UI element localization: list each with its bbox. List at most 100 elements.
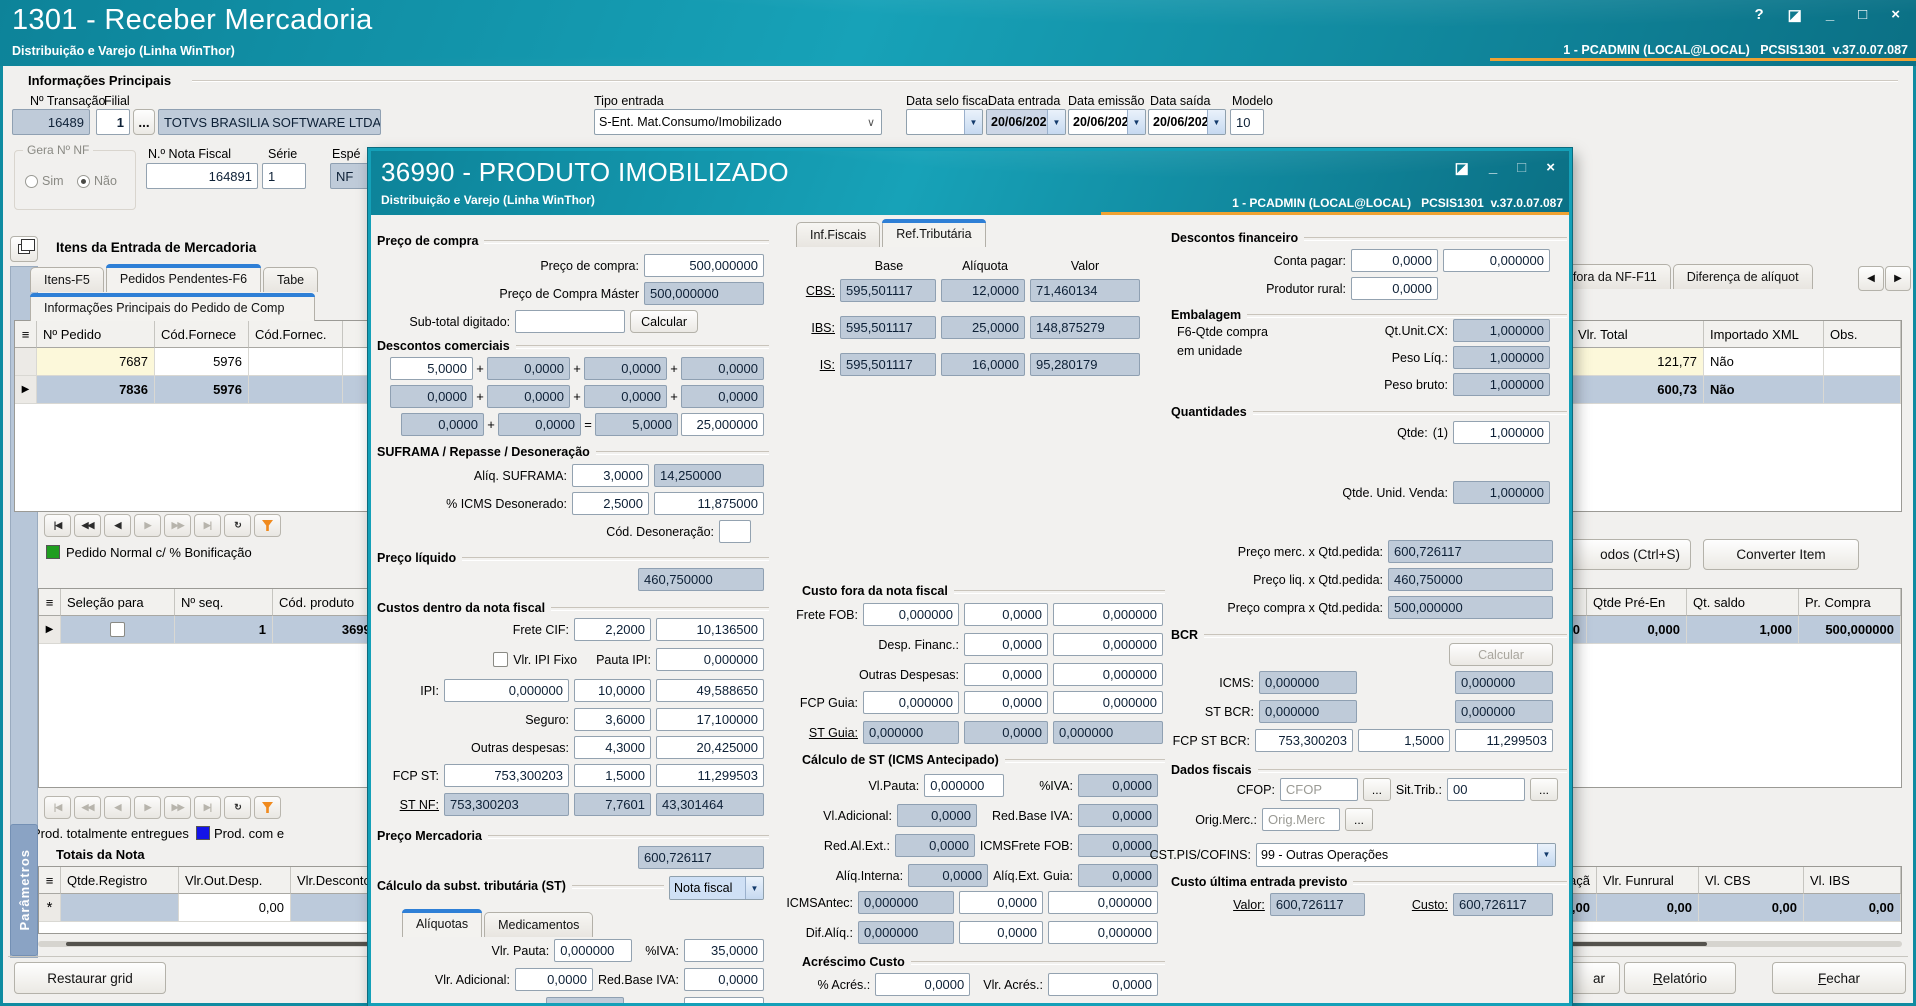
grid-menu-icon[interactable]: ≡ [39,589,61,616]
dif-aliq-pct-field[interactable]: 0,0000 [959,921,1043,944]
fcp-guia-pct-field[interactable]: 0,0000 [964,691,1048,714]
orig-merc-field[interactable]: Orig.Merc [1262,808,1340,831]
fcp-st-base-field[interactable]: 753,300203 [444,764,569,787]
column-header[interactable]: Nº Pedido [37,321,155,348]
custo-label[interactable]: Custo: [1411,897,1448,912]
grid-menu-icon[interactable]: ≡ [39,867,61,894]
icms-antec-pct-field[interactable]: 0,0000 [959,891,1043,914]
frete-fob-base-field[interactable]: 0,000000 [863,603,959,626]
suframa-pct-field[interactable]: 3,0000 [572,464,649,487]
nav-first-icon[interactable]: |◀ [44,514,71,537]
nav-next-page-icon[interactable]: ▶▶ [164,514,191,537]
column-header[interactable]: Qtde Pré-En [1587,589,1687,616]
radio-sim[interactable] [25,175,38,188]
tab-ref-tributaria[interactable]: Ref.Tributária [882,219,986,247]
maximize-icon[interactable]: □ [1858,6,1868,23]
outras-fora-val-field[interactable]: 0,000000 [1053,663,1163,686]
column-header[interactable]: Obs. [1824,321,1901,348]
icms-desonerado-pct-field[interactable]: 2,5000 [572,492,649,515]
nav-prior-icon[interactable]: ◀ [104,514,131,537]
column-header[interactable]: Nº seq. [175,589,273,616]
nav-refresh-icon[interactable]: ↻ [224,514,251,537]
fcp-st-pct-field[interactable]: 1,5000 [574,764,651,787]
ipi-pct-field[interactable]: 10,0000 [574,679,651,702]
nav-prior-page-icon[interactable]: ◀◀ [74,796,101,819]
is-label[interactable]: IS: [819,357,835,372]
cfop-field[interactable]: CFOP [1279,778,1358,801]
fcp-st-bcr-base-field[interactable]: 753,300203 [1255,729,1353,752]
seguro-pct-field[interactable]: 3,6000 [574,708,651,731]
converter-item-button[interactable]: Converter Item [1703,539,1859,570]
desp-financ-pct-field[interactable]: 0,0000 [964,633,1048,656]
cbs-label[interactable]: CBS: [805,283,835,298]
parametros-tab[interactable]: Parâmetros [10,824,38,956]
column-header[interactable]: Vl. IBS [1804,867,1901,894]
orig-merc-browse-button[interactable]: ... [1345,808,1373,831]
data-emissao-select[interactable]: 20/06/2025 ▼ [1068,109,1146,135]
st-guia-label[interactable]: ST Guia: [808,725,858,740]
preco-compra-field[interactable]: 500,000000 [644,254,764,277]
filter-button[interactable] [254,796,281,819]
column-header[interactable]: Importado XML [1704,321,1824,348]
modelo-field[interactable]: 10 [1230,109,1264,135]
outras-val-field[interactable]: 20,425000 [656,736,764,759]
radio-nao[interactable] [77,175,90,188]
sit-trib-field[interactable]: 00 [1447,778,1525,801]
qtde-field[interactable]: 1,000000 [1453,421,1550,444]
vl-pauta-field[interactable]: 0,000000 [924,774,1005,797]
minimize-icon[interactable]: _ [1488,159,1498,176]
column-header[interactable]: Vlr. Funrural [1597,867,1699,894]
frete-cif-pct-field[interactable]: 2,2000 [574,618,651,641]
nav-next-page-icon[interactable]: ▶▶ [164,796,191,819]
data-selo-select[interactable]: ▼ [906,109,983,135]
column-header[interactable]: Seleção para [61,589,175,616]
tab-aliquotas[interactable]: Alíquotas [402,909,483,937]
fcp-st-val-field[interactable]: 11,299503 [656,764,764,787]
cst-pis-cofins-select[interactable]: 99 - Outras Operações ▼ [1256,842,1556,867]
valor-label[interactable]: Valor: [1233,897,1265,912]
desp-financ-val-field[interactable]: 0,000000 [1053,633,1163,656]
tab-scroll-right-icon[interactable]: ▶ [1885,266,1911,291]
tipo-entrada-select[interactable]: S-Ent. Mat.Consumo/Imobilizado ∨ [594,109,882,135]
filial-field[interactable]: 1 [96,109,130,135]
fcp-guia-base-field[interactable]: 0,000000 [863,691,959,714]
dropdown-icon[interactable]: ▼ [1047,110,1065,134]
serie-field[interactable]: 1 [262,163,306,189]
grid-menu-icon[interactable]: ≡ [15,321,37,348]
frete-fob-pct-field[interactable]: 0,0000 [964,603,1048,626]
close-icon[interactable]: × [1546,159,1555,176]
maximize-icon[interactable]: □ [1517,159,1527,176]
dropdown-icon[interactable]: ▼ [1127,110,1145,134]
nav-last-icon[interactable]: ▶| [194,796,221,819]
column-header[interactable]: Vl. CBS [1699,867,1804,894]
column-header[interactable]: Vlr.Out.Desp. [179,867,291,894]
subtab-informacoes-pedido[interactable]: Informações Principais do Pedido de Comp [30,293,316,321]
vlr-pauta-field[interactable]: 0,000000 [554,939,633,962]
cfop-browse-button[interactable]: ... [1362,778,1391,801]
column-header[interactable]: Cód.Fornec. [249,321,343,348]
column-header[interactable]: Qt. saldo [1687,589,1799,616]
ipi-val-field[interactable]: 49,588650 [656,679,764,702]
filial-browse-button[interactable]: ... [133,109,155,135]
tab-inf-fiscais[interactable]: Inf.Fiscais [796,222,881,247]
nota-fiscal-field[interactable]: 164891 [146,163,258,189]
tab-pedidos-pendentes-f6[interactable]: Pedidos Pendentes-F6 [105,264,262,292]
nav-last-icon[interactable]: ▶| [194,514,221,537]
fcp-st-bcr-pct-field[interactable]: 1,5000 [1358,729,1450,752]
produtor-rural-field[interactable]: 0,0000 [1351,277,1438,300]
column-header[interactable]: Qtde.Registro [61,867,179,894]
close-icon[interactable]: × [1891,6,1900,23]
acres-vlr-field[interactable]: 0,0000 [1048,973,1158,996]
dropdown-icon[interactable]: ▼ [1537,843,1555,866]
tab-itens-f5[interactable]: Itens-F5 [30,267,104,292]
icms-desonerado-val-field[interactable]: 11,875000 [654,492,764,515]
outras-pct-field[interactable]: 4,3000 [574,736,651,759]
nav-refresh-icon[interactable]: ↻ [224,796,251,819]
calcular-button[interactable]: Calcular [630,310,698,333]
ipi-fixo-checkbox[interactable] [493,652,509,667]
tab-diferenca-aliquota[interactable]: Diferença de alíquot [1672,264,1813,289]
fcp-st-bcr-val-field[interactable]: 11,299503 [1455,729,1553,752]
minimize-icon[interactable]: _ [1825,6,1835,23]
dropdown-icon[interactable]: ▼ [745,877,763,899]
column-header[interactable]: Cód. produto [273,589,385,616]
